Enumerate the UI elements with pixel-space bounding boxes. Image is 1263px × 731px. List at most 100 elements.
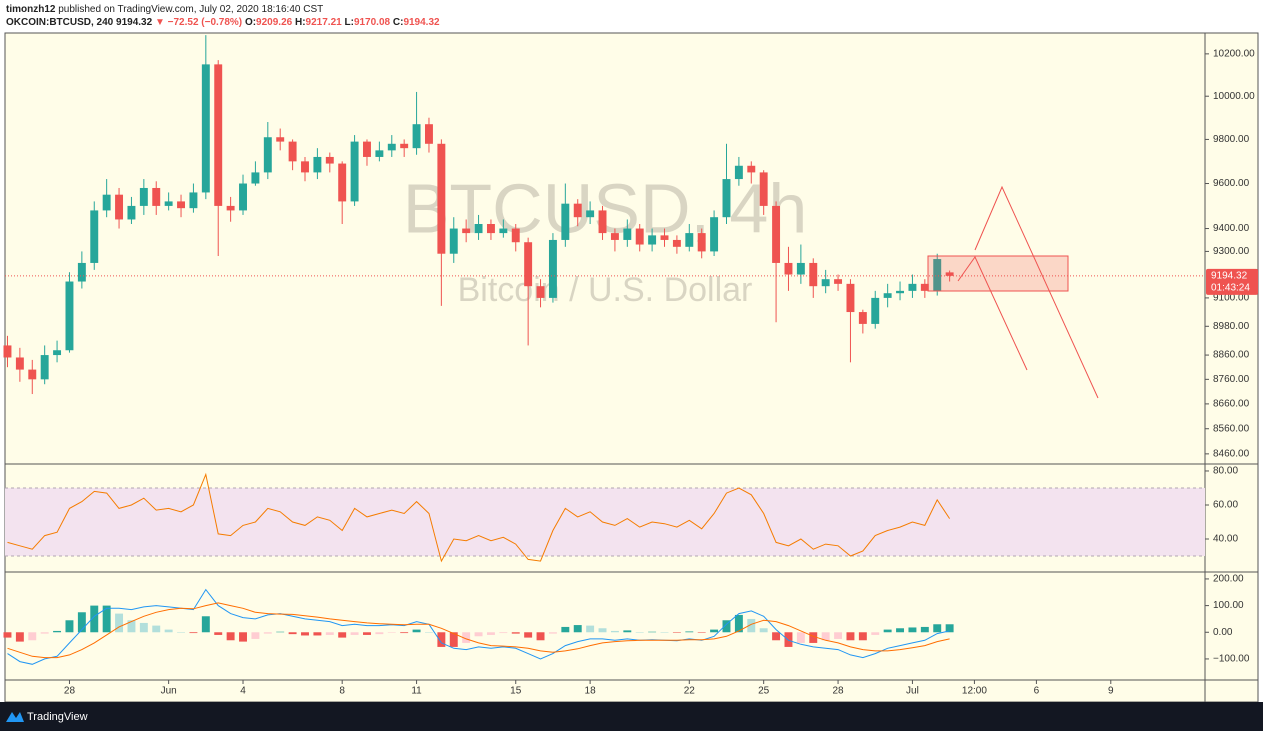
x-tick-label: 9: [1108, 686, 1114, 697]
high-value: 9217.21: [306, 17, 343, 28]
histogram-bar: [115, 613, 124, 633]
candle-body: [933, 259, 942, 291]
histogram-bar: [90, 605, 99, 633]
candle-body: [598, 210, 607, 234]
candle-body: [301, 161, 309, 173]
histogram-bar: [474, 632, 483, 637]
histogram-bar: [437, 632, 446, 647]
histogram-bar: [809, 632, 818, 643]
histogram-bar: [127, 620, 136, 633]
histogram-bar: [524, 632, 533, 638]
histogram-bar: [53, 630, 62, 633]
header-line-2: OKCOIN:BTCUSD, 240 9194.32 ▼ −72.52 (−0.…: [6, 17, 440, 28]
y-tick-label: 9100.00: [1213, 293, 1250, 304]
candle-body: [685, 233, 694, 247]
footer-brand[interactable]: TradingView: [27, 711, 88, 723]
histogram-bar: [933, 624, 942, 633]
histogram-bar: [685, 631, 694, 633]
candle-body: [412, 124, 421, 149]
histogram-bar: [672, 632, 681, 633]
drawings: [927, 185, 1099, 399]
y-tick-label: 8660.00: [1213, 399, 1250, 410]
candle-body: [499, 228, 508, 234]
candle-body: [772, 205, 781, 263]
histogram-bar: [449, 632, 458, 647]
candle-body: [908, 283, 917, 291]
histogram-bar: [772, 632, 781, 641]
candle-body: [102, 194, 111, 211]
x-tick-label: 11: [411, 686, 422, 697]
symbol: OKCOIN:BTCUSD, 240: [6, 17, 114, 28]
histogram-bar: [660, 632, 669, 633]
histogram-bar: [288, 632, 297, 635]
candle-body: [164, 201, 173, 206]
back-layer: BTCUSD, 4h Bitcoin / U.S. Dollar: [403, 169, 808, 309]
candle-body: [796, 262, 805, 275]
histogram-bar: [561, 626, 570, 633]
histogram-bar: [425, 632, 433, 633]
y-tick-label: 10000.00: [1213, 91, 1255, 102]
candle-body: [920, 283, 929, 291]
histogram-bar: [164, 629, 173, 633]
high-label: H:: [295, 17, 306, 28]
histogram-bar: [586, 625, 595, 633]
candle-body: [858, 312, 867, 324]
candle-body: [834, 279, 843, 284]
histogram-bar: [945, 624, 954, 633]
candle-body: [189, 192, 198, 209]
candle-body: [338, 163, 347, 202]
header-line-1: timonzh12 published on TradingView.com, …: [6, 4, 323, 15]
histogram-bar: [40, 632, 49, 634]
candle-body: [313, 156, 322, 173]
candle-body: [239, 183, 247, 211]
candle-body: [425, 124, 433, 144]
x-tick-label: 4: [240, 686, 246, 697]
histogram-bar: [152, 625, 161, 633]
histogram-bar: [697, 632, 706, 633]
candle-body: [672, 239, 681, 247]
histogram-bar: [363, 632, 371, 635]
y-tick-label: 80.00: [1213, 466, 1238, 477]
header: timonzh12 published on TradingView.com, …: [6, 4, 440, 28]
candle-body: [387, 143, 396, 151]
candle-body: [809, 262, 818, 287]
candle-body: [747, 165, 756, 173]
y-tick-label: 100.00: [1213, 600, 1244, 611]
y-tick-label: 8560.00: [1213, 423, 1250, 434]
histogram-bar: [301, 632, 309, 636]
histogram-bar: [412, 629, 421, 633]
candle-body: [115, 194, 124, 220]
candle-body: [945, 272, 954, 276]
x-tick-label: Jul: [906, 686, 919, 697]
candle-body: [883, 293, 892, 298]
candle-body: [90, 210, 99, 263]
x-tick-label: 28: [64, 686, 76, 697]
candle-body: [722, 179, 731, 218]
x-tick-label: 22: [684, 686, 696, 697]
histogram-bar: [920, 626, 929, 633]
candle-body: [263, 137, 272, 173]
candle-body: [65, 281, 74, 351]
histogram-bar: [226, 632, 235, 641]
candle-body: [536, 286, 545, 298]
y-tick-label: 8460.00: [1213, 449, 1250, 460]
histogram-bar: [834, 632, 843, 639]
macd-line: [7, 588, 950, 665]
histogram-bar: [883, 629, 892, 633]
candle-body: [635, 228, 644, 245]
histogram-bar: [400, 632, 409, 634]
histogram-bar: [3, 632, 12, 638]
candle-body: [363, 141, 371, 157]
x-tick-label: Jun: [161, 686, 177, 697]
histogram-bar: [710, 629, 719, 633]
candle-body: [77, 262, 86, 282]
histogram-bar: [499, 632, 508, 634]
y-tick-label: 60.00: [1213, 500, 1238, 511]
candle-body: [474, 223, 483, 234]
candle-body: [610, 233, 619, 240]
histogram-bar: [846, 632, 855, 641]
histogram-bar: [102, 605, 111, 633]
candle-body: [15, 357, 24, 370]
histogram-bar: [375, 632, 384, 635]
